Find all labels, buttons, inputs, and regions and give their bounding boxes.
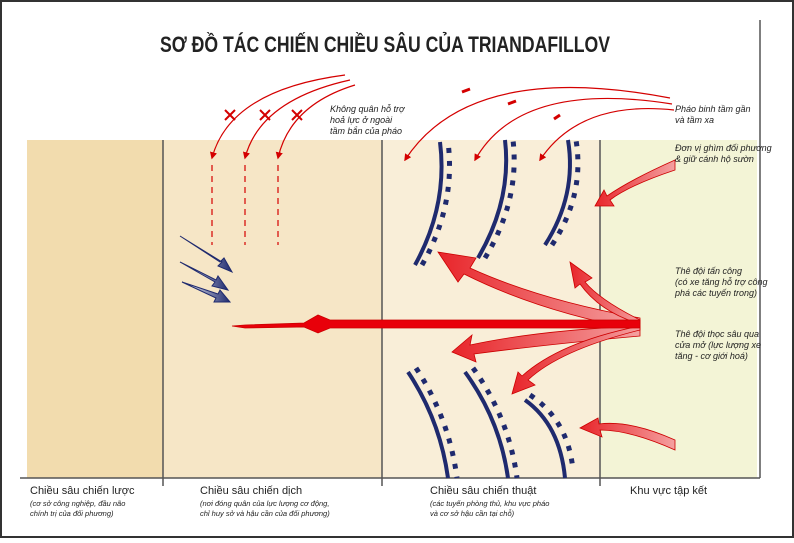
zone-note: (cơ sở công nghiệp, đầu não	[30, 499, 125, 508]
attack-arrows	[231, 159, 676, 451]
zone-label: Khu vực tập kết	[630, 485, 707, 497]
defense-lines	[406, 139, 581, 479]
annotation-line: Đơn vị ghìm đối phương	[675, 143, 772, 153]
zone-labels: Chiều sâu chiến lược (cơ sở công nghiệp, …	[30, 485, 707, 518]
air-support	[209, 74, 356, 245]
zone-label: Chiều sâu chiến lược	[30, 485, 135, 497]
zone-note: (các tuyến phòng thủ, khu vực pháo	[430, 499, 549, 508]
zone-note: chỉ huy sở và hậu cần của đối phương)	[200, 509, 330, 518]
annotation-line: tầm bắn của pháo	[330, 126, 402, 136]
annotation-line: & giữ cánh hộ sườn	[675, 154, 754, 164]
annotation-line: Thê đội thọc sâu qua	[675, 329, 759, 339]
zone-note: (nơi đóng quân của lực lượng cơ động,	[200, 499, 329, 508]
mobile-forces	[179, 235, 234, 303]
zone-label: Chiều sâu chiến dịch	[200, 485, 302, 497]
annotation-line: hoả lực ở ngoài	[330, 115, 393, 125]
annotation-line: và tầm xa	[675, 115, 714, 125]
zone-note: chính trị của đối phương)	[30, 509, 114, 518]
annotation-line: Không quân hỗ trợ	[330, 104, 406, 114]
title: SƠ ĐỒ TÁC CHIẾN CHIỀU SÂU CỦA TRIANDAFIL…	[160, 32, 610, 57]
artillery	[404, 86, 675, 162]
zone-note: và cơ sở hậu cần tại chỗ)	[430, 509, 515, 518]
zone-label: Chiều sâu chiến thuật	[430, 485, 536, 497]
annotation-line: (có xe tăng hỗ trợ công	[675, 277, 768, 287]
annotation-line: cửa mở (lực lượng xe	[675, 340, 761, 350]
annotation-line: tăng - cơ giới hoá)	[675, 351, 748, 361]
annotation-line: Pháo binh tầm gần	[675, 104, 751, 114]
annotation-line: phá các tuyến trong)	[674, 288, 757, 298]
annotation-line: Thê đội tấn công	[675, 266, 742, 276]
